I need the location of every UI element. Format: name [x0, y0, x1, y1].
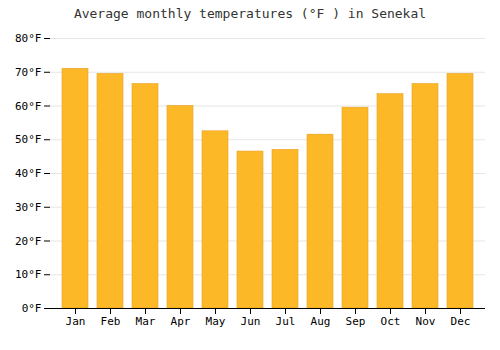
- svg-text:Nov: Nov: [416, 315, 436, 328]
- svg-text:Jul: Jul: [276, 315, 296, 328]
- svg-text:70°F: 70°F: [15, 66, 42, 79]
- svg-text:Jan: Jan: [66, 315, 86, 328]
- svg-text:80°F: 80°F: [15, 32, 42, 45]
- svg-text:Dec: Dec: [451, 315, 471, 328]
- svg-text:Apr: Apr: [171, 315, 191, 328]
- svg-text:50°F: 50°F: [15, 133, 42, 146]
- svg-text:20°F: 20°F: [15, 235, 42, 248]
- svg-text:30°F: 30°F: [15, 201, 42, 214]
- html-text:Average monthly temperatures (: Average monthly temperatures (°F ) in Se…: [73, 6, 427, 21]
- svg-text:40°F: 40°F: [15, 167, 42, 180]
- svg-text:Jun: Jun: [241, 315, 261, 328]
- svg-text:Aug: Aug: [311, 315, 331, 328]
- svg-text:0°F: 0°F: [22, 302, 42, 315]
- svg-text:10°F: 10°F: [15, 268, 42, 281]
- svg-text:Sep: Sep: [346, 315, 366, 328]
- svg-text:May: May: [206, 315, 226, 328]
- svg-text:Mar: Mar: [136, 315, 156, 328]
- svg-text:Feb: Feb: [101, 315, 121, 328]
- svg-text:60°F: 60°F: [15, 100, 42, 113]
- svg-text:Oct: Oct: [381, 315, 401, 328]
